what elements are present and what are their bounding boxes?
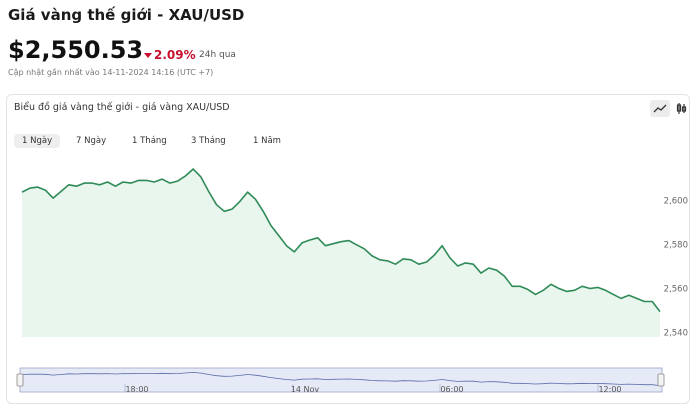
price-line [21,168,661,313]
candle-toggle[interactable] [676,103,687,114]
y-tick-label: 2,540 [664,329,688,339]
y-tick-label: 2,600 [664,196,688,206]
y-tick-label: 2,560 [664,284,688,294]
card-title: Biểu đồ giá vàng thế giới - giá vàng XAU… [14,102,230,113]
tab[interactable]: 3 Tháng [191,136,226,146]
navigator-line [21,371,661,386]
navigator-label: 12:00 [598,385,621,394]
y-tick-label: 2,580 [664,240,688,250]
price-change: 2.09% [154,48,196,62]
navigator-label: 14 Nov [291,385,320,394]
chart-type-toggle[interactable] [650,100,690,118]
line-toggle[interactable] [650,100,670,117]
updated-time: Cập nhật gần nhất vào 14-11-2024 14:16 (… [8,68,214,77]
navigator-handle [16,373,24,387]
tab[interactable]: 1 Năm [253,136,281,146]
tab[interactable]: 1 Ngày [14,134,61,148]
tab[interactable]: 1 Tháng [132,136,167,146]
tab[interactable]: 7 Ngày [76,136,107,146]
period: 24h qua [199,50,236,60]
area-fill [22,169,660,337]
page-title: Giá vàng thế giới - XAU/USD [8,6,245,24]
down-arrow [144,53,152,58]
navigator-label: 18:00 [125,385,148,394]
price: $2,550.53 [8,36,144,64]
navigator-handle [657,373,665,387]
navigator [19,367,663,393]
navigator-label: 06:00 [440,385,463,394]
